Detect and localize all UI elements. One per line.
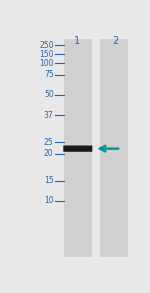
Text: 15: 15 [44, 176, 54, 185]
Text: 250: 250 [39, 41, 54, 50]
FancyBboxPatch shape [63, 146, 92, 152]
Text: 20: 20 [44, 149, 54, 158]
Text: 10: 10 [44, 197, 54, 205]
Text: 1: 1 [74, 36, 80, 46]
Text: 37: 37 [44, 111, 54, 120]
Text: 2: 2 [112, 36, 118, 46]
Bar [100, 39, 128, 257]
Bar [63, 39, 92, 257]
Text: 100: 100 [39, 59, 54, 68]
Text: 25: 25 [44, 138, 54, 147]
Text: 75: 75 [44, 70, 54, 79]
Text: 50: 50 [44, 91, 54, 99]
Text: 150: 150 [39, 50, 54, 59]
